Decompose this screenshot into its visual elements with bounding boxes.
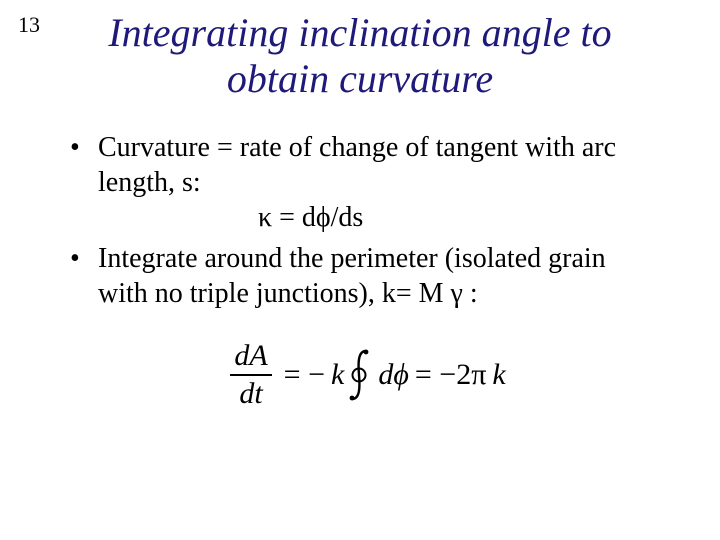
bullet-item: • Curvature = rate of change of tangent …	[70, 130, 660, 235]
bullet-1-text: Curvature = rate of change of tangent wi…	[98, 132, 616, 198]
page-number: 13	[18, 12, 40, 38]
bullet-text: Integrate around the perimeter (isolated…	[98, 241, 660, 311]
bullet-2-text: Integrate around the perimeter (isolated…	[98, 243, 606, 309]
bullet-marker: •	[70, 130, 98, 235]
fraction-denominator: dt	[235, 378, 266, 410]
d-phi: dϕ	[378, 356, 409, 394]
equation: dA dt = − k dϕ = −2π k	[224, 340, 505, 409]
equals-minus-2pi: = −2π	[415, 356, 486, 394]
bullet-marker: •	[70, 241, 98, 311]
bullet-item: • Integrate around the perimeter (isolat…	[70, 241, 660, 311]
title-line-1: Integrating inclination angle to	[108, 10, 611, 55]
bullet-text: Curvature = rate of change of tangent wi…	[98, 130, 660, 235]
fraction-numerator: dA	[230, 340, 271, 372]
title-line-2: obtain curvature	[227, 56, 493, 101]
equation-block: dA dt = − k dϕ = −2π k	[70, 339, 660, 409]
k-symbol-1: k	[331, 356, 344, 394]
slide: 13 Integrating inclination angle to obta…	[0, 0, 720, 540]
fraction-bar	[230, 374, 271, 376]
content-area: • Curvature = rate of change of tangent …	[0, 102, 720, 409]
equals-minus-1: = −	[284, 356, 325, 394]
bullet-1-formula: κ = dϕ/ds	[98, 200, 660, 235]
k-symbol-2: k	[492, 356, 505, 394]
contour-integral-icon	[346, 347, 376, 403]
fraction: dA dt	[230, 340, 271, 409]
slide-title: Integrating inclination angle to obtain …	[0, 0, 720, 102]
